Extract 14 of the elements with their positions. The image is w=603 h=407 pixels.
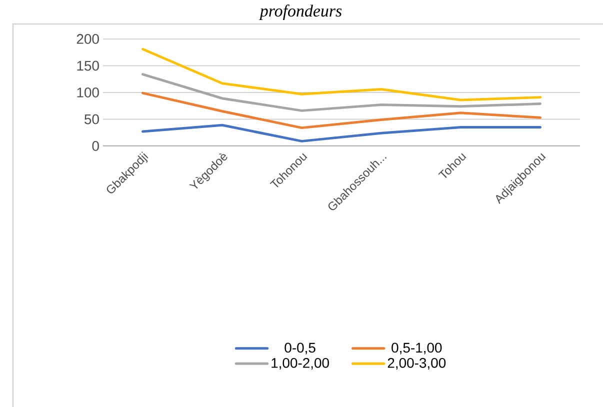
line-series: [142, 92, 542, 130]
line-series: [142, 124, 542, 142]
y-tick-label: 150: [77, 60, 99, 71]
legend-label: 0-0,5: [284, 342, 316, 354]
line-series: [142, 73, 542, 112]
y-tick-label: 100: [77, 88, 99, 98]
y-tick-label: 0: [92, 141, 99, 151]
chart-title: profondeurs: [258, 4, 342, 20]
y-tick-label: 50: [84, 114, 99, 124]
line-series: [142, 48, 542, 102]
legend-label: 0,5-1,00: [392, 342, 442, 354]
legend-label: 2,00-3,00: [388, 358, 446, 370]
y-tick-label: 200: [76, 34, 99, 44]
legend-label: 1,00-2,00: [272, 358, 329, 370]
